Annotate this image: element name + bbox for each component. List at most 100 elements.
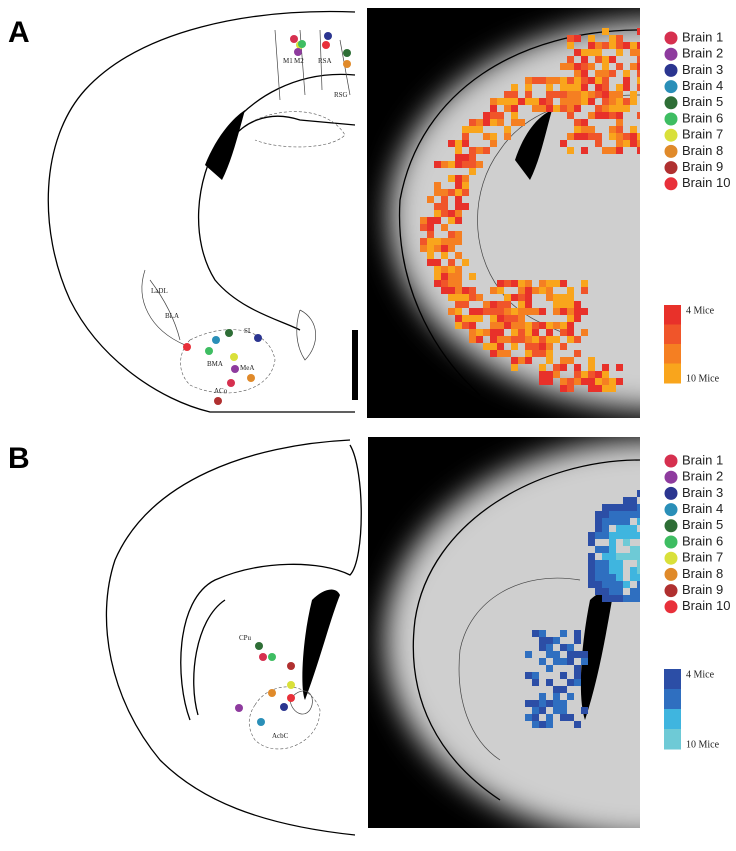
heat-pixel: [560, 357, 567, 364]
heat-pixel: [441, 196, 448, 203]
heat-pixel: [455, 182, 462, 189]
heat-pixel: [567, 42, 574, 49]
heat-pixel: [546, 679, 553, 686]
heat-pixel: [637, 560, 640, 567]
panel-label: B: [8, 442, 30, 475]
legend-label: Brain 6: [682, 110, 723, 125]
heat-pixel: [595, 532, 602, 539]
heat-pixel: [539, 693, 546, 700]
atlas-drawing-b: [105, 439, 362, 836]
heat-pixel: [609, 105, 616, 112]
heat-pixel: [497, 98, 504, 105]
scale-step: [664, 729, 681, 750]
heat-pixel: [560, 658, 567, 665]
heat-pixel: [574, 133, 581, 140]
heat-pixel: [455, 315, 462, 322]
heat-pixel: [553, 693, 560, 700]
heat-pixel: [595, 84, 602, 91]
panel-label: A: [8, 16, 30, 49]
heatmap-b: [368, 437, 640, 828]
heat-pixel: [518, 357, 525, 364]
heat-pixel: [602, 56, 609, 63]
heat-pixel: [567, 336, 574, 343]
heat-pixel: [581, 329, 588, 336]
heat-pixel: [609, 378, 616, 385]
heat-pixel: [546, 644, 553, 651]
heat-pixel: [546, 98, 553, 105]
legend-label: Brain 10: [682, 598, 730, 613]
heat-pixel: [434, 203, 441, 210]
heat-pixel: [504, 126, 511, 133]
heat-pixel: [539, 630, 546, 637]
heat-pixel: [567, 77, 574, 84]
heat-pixel: [490, 322, 497, 329]
heat-pixel: [630, 133, 637, 140]
heat-pixel: [532, 630, 539, 637]
legend-swatch: [664, 600, 678, 614]
heat-pixel: [602, 112, 609, 119]
heat-pixel: [462, 294, 469, 301]
brain-dot: [268, 653, 276, 661]
heat-pixel: [518, 119, 525, 126]
scale-label: 4 Mice: [686, 305, 715, 316]
heat-pixel: [525, 651, 532, 658]
heat-pixel: [546, 322, 553, 329]
heat-pixel: [518, 98, 525, 105]
heat-pixel: [637, 28, 640, 35]
heat-pixel: [609, 567, 616, 574]
heat-pixel: [581, 77, 588, 84]
heat-pixel: [560, 329, 567, 336]
heat-pixel: [553, 686, 560, 693]
heat-pixel: [581, 378, 588, 385]
heat-pixel: [595, 371, 602, 378]
heat-pixel: [553, 651, 560, 658]
heat-pixel: [602, 385, 609, 392]
heat-pixel: [630, 63, 637, 70]
heat-pixel: [637, 546, 640, 553]
heat-pixel: [616, 553, 623, 560]
legend-label: Brain 8: [682, 143, 723, 158]
heat-pixel: [630, 49, 637, 56]
heat-pixel: [637, 511, 640, 518]
heat-pixel: [560, 644, 567, 651]
heat-pixel: [567, 98, 574, 105]
legend-swatch: [664, 470, 678, 484]
heat-pixel: [602, 77, 609, 84]
heat-pixel: [483, 112, 490, 119]
heat-pixel: [497, 119, 504, 126]
heat-pixel: [546, 357, 553, 364]
heat-pixel: [546, 665, 553, 672]
heat-pixel: [490, 329, 497, 336]
heat-pixel: [581, 98, 588, 105]
heat-pixel: [637, 133, 640, 140]
heat-pixel: [434, 273, 441, 280]
heat-pixel: [609, 147, 616, 154]
heat-pixel: [574, 308, 581, 315]
heat-pixel: [553, 308, 560, 315]
heat-pixel: [637, 84, 640, 91]
heat-pixel: [483, 343, 490, 350]
heat-pixel: [504, 350, 511, 357]
heat-pixel: [539, 707, 546, 714]
heat-pixel: [455, 231, 462, 238]
heat-pixel: [567, 294, 574, 301]
heat-pixel: [553, 658, 560, 665]
heat-pixel: [602, 63, 609, 70]
heat-pixel: [497, 301, 504, 308]
heat-pixel: [588, 560, 595, 567]
brain-dot: [287, 694, 295, 702]
heat-pixel: [539, 308, 546, 315]
heat-pixel: [602, 518, 609, 525]
heat-pixel: [595, 588, 602, 595]
heat-pixel: [553, 700, 560, 707]
heat-pixel: [616, 378, 623, 385]
heat-pixel: [595, 42, 602, 49]
heat-pixel: [623, 140, 630, 147]
heat-pixel: [441, 287, 448, 294]
heat-pixel: [525, 350, 532, 357]
heat-pixel: [609, 133, 616, 140]
heat-pixel: [616, 133, 623, 140]
heat-pixel: [525, 308, 532, 315]
heat-pixel: [581, 91, 588, 98]
heat-pixel: [553, 322, 560, 329]
